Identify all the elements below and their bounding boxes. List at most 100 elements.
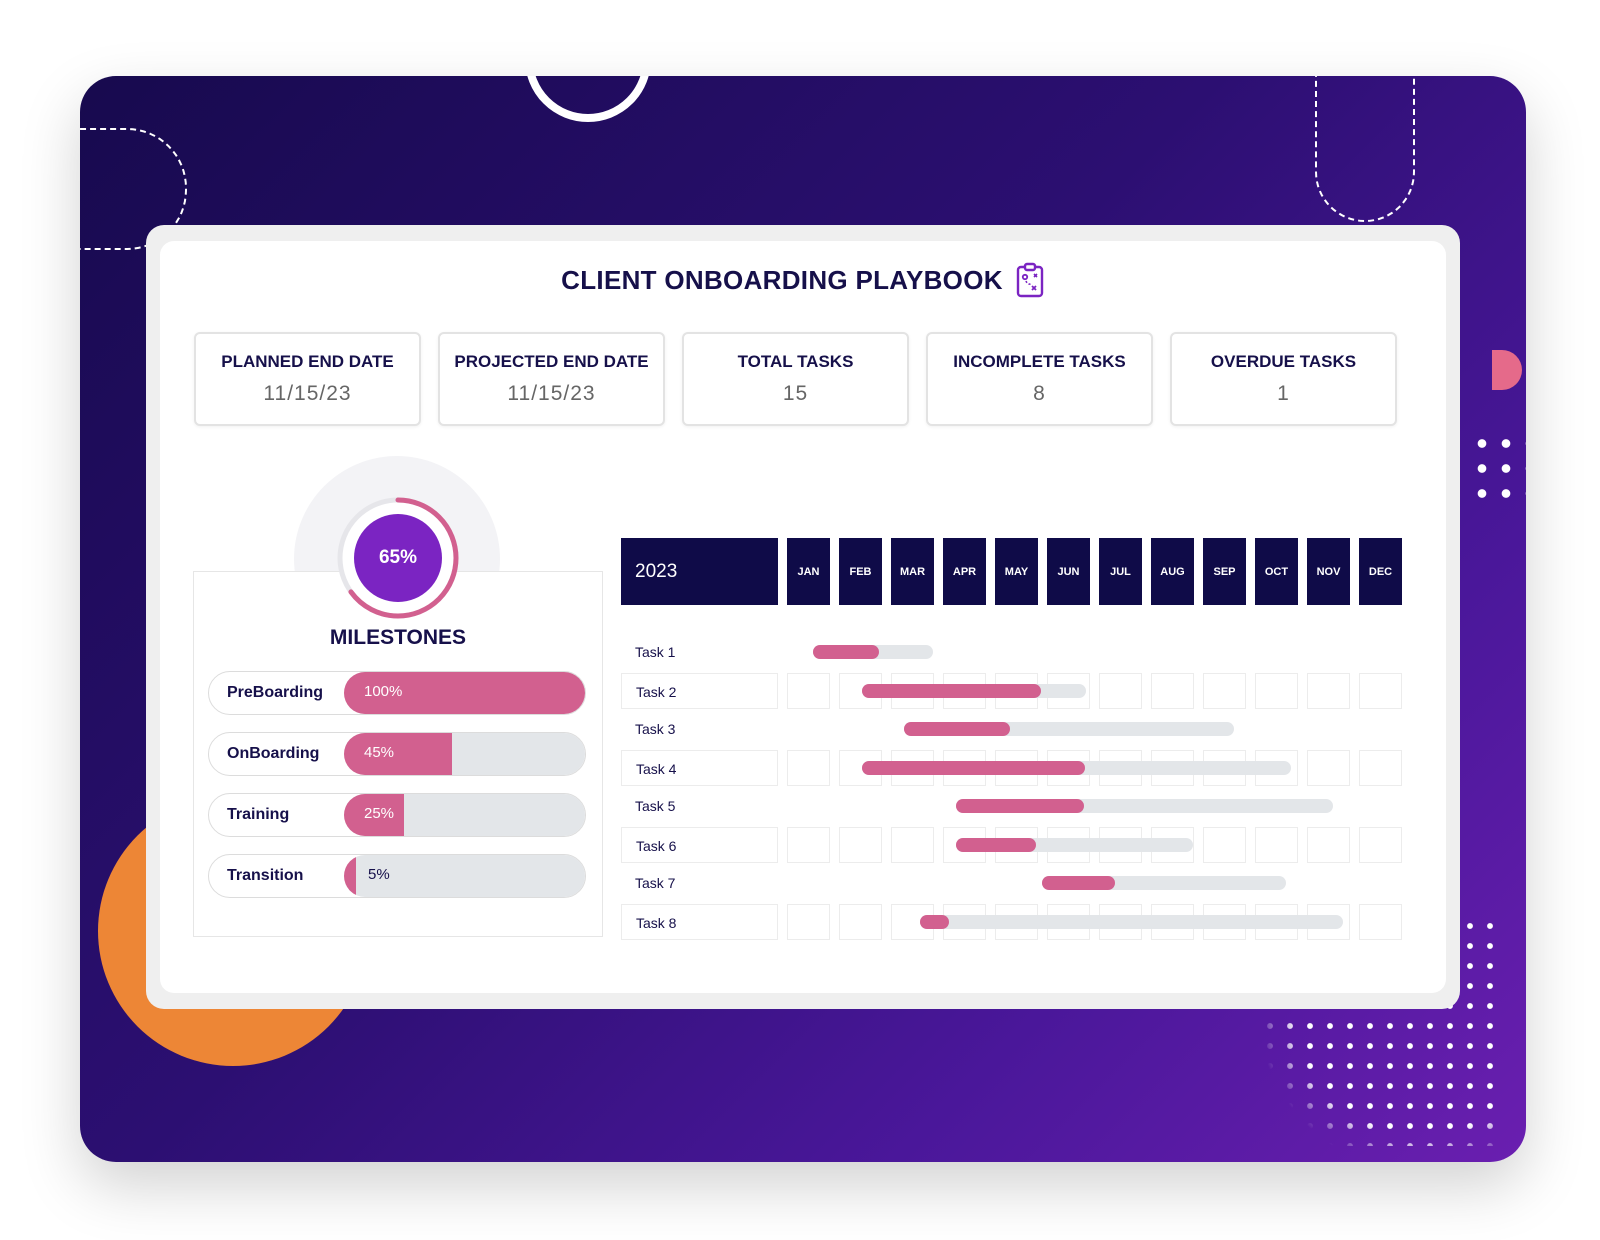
- kpi-value: 8: [1033, 382, 1046, 405]
- gantt-month-sep: SEP: [1203, 538, 1246, 605]
- gantt-task-row: Task 8: [621, 903, 778, 940]
- gantt-task-name: Task 4: [636, 760, 677, 777]
- gantt-task-row: Task 5: [621, 788, 778, 824]
- gantt-month-dec: DEC: [1359, 538, 1402, 605]
- gantt-grid-cell: [787, 672, 830, 709]
- kpi-value: 15: [782, 382, 809, 405]
- kpi-card-total-tasks: TOTAL TASKS 15: [682, 332, 909, 426]
- gantt-month-nov: NOV: [1307, 538, 1350, 605]
- gantt-task-bar: [904, 722, 1235, 736]
- gantt-grid-cell: [1359, 826, 1402, 863]
- kpi-value: 11/15/23: [507, 382, 596, 405]
- gantt-grid-cell: [1151, 672, 1194, 709]
- milestone-row-onboarding: OnBoarding 45%: [208, 732, 586, 776]
- clipboard-strategy-icon: [1015, 262, 1045, 298]
- gantt-month-feb: FEB: [839, 538, 882, 605]
- gantt-task-progress: [919, 914, 950, 929]
- gantt-task-progress: [956, 799, 1085, 813]
- milestone-progress-track: 100%: [344, 672, 585, 714]
- gantt-task-row: Task 4: [621, 749, 778, 786]
- gantt-task-bar: [813, 645, 933, 659]
- gantt-grid-cell: [839, 826, 882, 863]
- milestone-progress-track: 25%: [344, 794, 585, 836]
- gantt-task-progress: [1041, 876, 1116, 890]
- gantt-grid-cell: [787, 749, 830, 786]
- kpi-label: TOTAL TASKS: [737, 352, 854, 371]
- gantt-grid-cell: [787, 903, 830, 940]
- gantt-task-row: Task 6: [621, 826, 778, 863]
- kpi-label: PROJECTED END DATE: [454, 352, 649, 371]
- milestone-progress-fill: [344, 794, 405, 836]
- kpi-value: 1: [1277, 382, 1290, 405]
- decorative-dashed-arch-left: [80, 128, 187, 250]
- gantt-task-bar: [956, 799, 1333, 813]
- gantt-grid-cell: [787, 826, 830, 863]
- milestone-percent: 45%: [364, 744, 395, 761]
- milestone-progress-track: 45%: [344, 733, 585, 775]
- kpi-label: OVERDUE TASKS: [1210, 352, 1357, 371]
- gantt-grid-cell: [1307, 672, 1350, 709]
- gantt-task-name: Task 2: [636, 683, 677, 700]
- gantt-task-bar: [919, 914, 1344, 929]
- milestone-progress-fill: [344, 672, 585, 714]
- milestone-percent: 100%: [364, 683, 403, 700]
- gantt-task-row: Task 7: [621, 865, 778, 901]
- milestone-row-preboarding: PreBoarding 100%: [208, 671, 586, 715]
- gantt-task-progress: [862, 683, 1042, 698]
- page-title-text: CLIENT ONBOARDING PLAYBOOK: [561, 264, 1003, 295]
- overall-progress-donut: [337, 497, 459, 619]
- gantt-task-progress: [862, 760, 1086, 775]
- gantt-task-bar: [1041, 876, 1287, 890]
- gantt-month-aug: AUG: [1151, 538, 1194, 605]
- milestone-percent: 5%: [368, 866, 390, 883]
- gantt-grid-cell: [1203, 826, 1246, 863]
- milestone-name: OnBoarding: [227, 745, 320, 762]
- gantt-grid-cell: [1307, 749, 1350, 786]
- milestone-name: PreBoarding: [227, 684, 324, 701]
- kpi-card-overdue-tasks: OVERDUE TASKS 1: [1170, 332, 1397, 426]
- page-title: CLIENT ONBOARDING PLAYBOOK: [160, 262, 1446, 298]
- decorative-ring: [525, 76, 651, 122]
- gantt-month-jul: JUL: [1099, 538, 1142, 605]
- kpi-value: 11/15/23: [263, 382, 352, 405]
- gantt-year-header: 2023: [621, 538, 778, 605]
- kpi-label: PLANNED END DATE: [221, 352, 394, 371]
- gantt-task-name: Task 3: [635, 721, 676, 737]
- gantt-grid-cell: [1203, 672, 1246, 709]
- gantt-grid-cell: [1255, 672, 1298, 709]
- milestone-percent: 25%: [364, 805, 395, 822]
- kpi-label: INCOMPLETE TASKS: [953, 352, 1126, 371]
- gantt-grid-cell: [1255, 826, 1298, 863]
- gantt-task-row: Task 2: [621, 672, 778, 709]
- gantt-task-name: Task 8: [636, 914, 677, 931]
- kpi-card-planned-end-date: PLANNED END DATE 11/15/23: [194, 332, 421, 426]
- milestone-row-training: Training 25%: [208, 793, 586, 837]
- gantt-month-oct: OCT: [1255, 538, 1298, 605]
- gantt-task-bar: [956, 837, 1193, 852]
- decorative-dot-grid: [1470, 431, 1526, 511]
- gantt-task-row: Task 3: [621, 711, 778, 747]
- milestones-title: MILESTONES: [329, 626, 467, 649]
- decorative-pink-shape: [1492, 350, 1522, 390]
- milestone-progress-fill: [344, 733, 453, 775]
- gantt-grid-cell: [839, 903, 882, 940]
- gantt-task-name: Task 7: [635, 875, 676, 891]
- kpi-card-projected-end-date: PROJECTED END DATE 11/15/23: [438, 332, 665, 426]
- gantt-task-name: Task 1: [635, 644, 676, 660]
- gantt-task-name: Task 5: [635, 798, 676, 814]
- gantt-month-mar: MAR: [891, 538, 934, 605]
- gantt-grid-cell: [1359, 749, 1402, 786]
- kpi-card-incomplete-tasks: INCOMPLETE TASKS 8: [926, 332, 1153, 426]
- gantt-month-may: MAY: [995, 538, 1038, 605]
- gantt-task-progress: [956, 837, 1037, 852]
- milestone-progress-track: 5%: [344, 855, 585, 897]
- gantt-month-jun: JUN: [1047, 538, 1090, 605]
- gantt-task-progress: [904, 722, 1010, 736]
- gantt-grid-cell: [1359, 903, 1402, 940]
- gantt-task-row: Task 1: [621, 634, 778, 670]
- milestone-name: Transition: [227, 867, 304, 884]
- gantt-grid-cell: [1307, 826, 1350, 863]
- donut-progress-arc: [337, 497, 459, 619]
- gantt-grid-cell: [1359, 672, 1402, 709]
- gantt-task-name: Task 6: [636, 837, 677, 854]
